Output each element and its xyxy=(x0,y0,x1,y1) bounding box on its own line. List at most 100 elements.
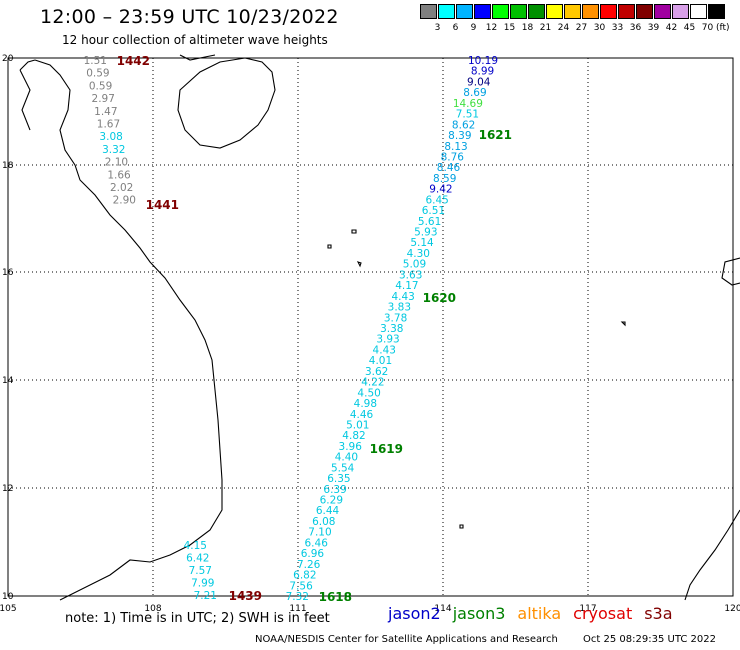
legend-swatch xyxy=(438,4,455,19)
page-subtitle: 12 hour collection of altimeter wave hei… xyxy=(62,33,328,47)
lon-tick-label: 120 xyxy=(724,604,740,614)
legend-label: 27 xyxy=(575,23,588,33)
swh-value: 1.47 xyxy=(94,106,117,118)
swh-value: 7.10 xyxy=(308,527,331,539)
swh-value: 5.01 xyxy=(346,419,369,431)
swh-value: 7.99 xyxy=(191,578,214,590)
swh-value: 1.67 xyxy=(97,119,120,131)
spratly-island xyxy=(459,524,464,529)
map-frame xyxy=(7,57,734,597)
swh-value: 9.42 xyxy=(429,184,452,196)
palawan-coastline xyxy=(684,509,740,601)
legend-label: 12 xyxy=(485,23,498,33)
swh-value: 3.38 xyxy=(380,323,403,335)
legend-swatch xyxy=(618,4,635,19)
swh-value: 6.44 xyxy=(316,505,340,517)
legend-label: 21 xyxy=(539,23,552,33)
lat-tick-label: 16 xyxy=(2,268,14,278)
page-title: 12:00 – 23:59 UTC 10/23/2022 xyxy=(40,6,339,28)
swh-value: 3.63 xyxy=(399,269,422,281)
swh-value: 2.10 xyxy=(105,157,128,169)
lon-tick-label: 117 xyxy=(579,604,596,614)
swh-value: 6.45 xyxy=(425,194,448,206)
swh-value: 4.40 xyxy=(335,452,358,464)
swh-value: 8.99 xyxy=(471,66,494,78)
legend-label: 33 xyxy=(611,23,624,33)
lat-tick-label: 20 xyxy=(2,54,14,64)
lat-lon-grid xyxy=(7,57,734,597)
satellite-name: s3a xyxy=(644,604,673,623)
legend-label: 3 xyxy=(434,23,441,33)
legend-label: 42 xyxy=(665,23,678,33)
swh-value: 4.98 xyxy=(354,398,377,410)
legend-swatch xyxy=(492,4,509,19)
swh-value: 6.96 xyxy=(301,548,325,560)
legend-label: 30 xyxy=(593,23,606,33)
swh-value: 14.69 xyxy=(453,98,483,110)
pass-time-label: 1439 xyxy=(229,589,262,603)
satellite-name: altika xyxy=(517,604,562,623)
swh-value: 3.93 xyxy=(376,334,399,346)
swh-value: 7.32 xyxy=(286,591,309,603)
swh-value: 4.46 xyxy=(350,409,374,421)
pass-time-label: 1441 xyxy=(146,198,179,212)
legend-label: 18 xyxy=(521,23,534,33)
legend-swatch xyxy=(582,4,599,19)
legend-swatch xyxy=(690,4,707,19)
pass-time-label: 1618 xyxy=(319,590,352,604)
swh-value: 2.97 xyxy=(92,93,115,105)
legend-label: 15 xyxy=(503,23,516,33)
vietnam-west-border xyxy=(19,59,36,131)
swh-value: 7.26 xyxy=(297,559,321,571)
vietnam-coastline xyxy=(34,59,223,601)
swh-value: 1.66 xyxy=(107,169,131,181)
lat-tick-label: 18 xyxy=(2,161,14,171)
paracel-island-1 xyxy=(327,244,332,249)
legend-swatch xyxy=(510,4,527,19)
legend-swatch xyxy=(654,4,671,19)
swh-value: 2.02 xyxy=(110,182,133,194)
satellite-name: cryosat xyxy=(573,604,633,623)
paracel-island-2 xyxy=(351,229,357,234)
swh-value: 5.14 xyxy=(410,237,434,249)
paracel-island-3 xyxy=(356,261,362,268)
legend-swatch xyxy=(708,4,725,19)
credit-line: NOAA/NESDIS Center for Satellite Applica… xyxy=(255,634,738,645)
swh-value: 4.22 xyxy=(361,377,384,389)
legend-swatch xyxy=(420,4,437,19)
hainan-island xyxy=(177,57,276,149)
legend-label: 9 xyxy=(470,23,477,33)
legend-unit: (ft) xyxy=(716,23,730,33)
satellite-legend: jason2 jason3 altika cryosat s3a xyxy=(388,604,685,623)
swh-value: 4.82 xyxy=(342,430,365,442)
leizhou-peninsula xyxy=(179,54,216,61)
swh-value: 3.96 xyxy=(339,441,363,453)
swh-value: 5.61 xyxy=(418,216,441,228)
swh-value: 9.04 xyxy=(467,76,491,88)
footer-note: note: 1) Time is in UTC; 2) SWH is in fe… xyxy=(65,611,330,626)
lon-tick-label: 105 xyxy=(0,604,17,614)
swh-value: 7.21 xyxy=(194,590,217,602)
swh-value: 4.15 xyxy=(184,540,207,552)
satellite-name: jason3 xyxy=(452,604,506,623)
axis-tick-labels: 105 108 111 114 117 120 20 18 16 14 12 10 xyxy=(0,54,740,614)
luzon-coastline xyxy=(721,257,740,286)
lon-tick-label: 111 xyxy=(289,604,306,614)
swh-value: 1.51 xyxy=(84,55,107,67)
swh-value: 8.62 xyxy=(452,119,475,131)
legend-swatch xyxy=(636,4,653,19)
swh-value: 5.54 xyxy=(331,462,355,474)
swh-value: 4.01 xyxy=(369,355,392,367)
swh-value: 6.35 xyxy=(327,473,350,485)
legend-label: 70 xyxy=(701,23,714,33)
swh-value: 4.30 xyxy=(407,248,430,260)
lat-tick-label: 10 xyxy=(2,592,14,602)
swh-value: 6.46 xyxy=(305,537,329,549)
swh-value: 7.57 xyxy=(189,565,212,577)
swh-value: 8.76 xyxy=(441,151,465,163)
pass-time-label: 1442 xyxy=(117,54,150,68)
lon-tick-label: 108 xyxy=(144,604,161,614)
swh-value: 7.56 xyxy=(289,580,313,592)
swh-value: 3.78 xyxy=(384,312,407,324)
